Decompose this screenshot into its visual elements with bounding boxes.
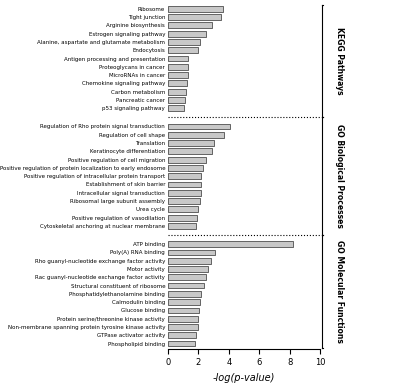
Bar	[168, 89, 186, 95]
Bar	[168, 56, 188, 61]
Bar	[168, 47, 198, 53]
Bar	[168, 258, 210, 264]
Bar	[168, 206, 198, 212]
Bar	[168, 308, 199, 313]
Bar	[168, 291, 202, 297]
Text: GO Biological Processes: GO Biological Processes	[335, 124, 344, 228]
Bar	[168, 97, 185, 103]
Bar	[168, 266, 208, 272]
Bar	[168, 140, 214, 146]
Bar	[168, 190, 201, 196]
Bar	[168, 182, 202, 187]
X-axis label: -log(p-value): -log(p-value)	[213, 373, 275, 383]
Bar	[168, 316, 198, 322]
Bar	[168, 274, 206, 280]
Bar	[168, 241, 293, 247]
Bar	[168, 80, 187, 86]
Bar	[168, 132, 224, 137]
Bar	[168, 165, 203, 171]
Bar	[168, 6, 223, 12]
Bar	[168, 157, 206, 162]
Bar	[168, 249, 215, 255]
Bar	[168, 14, 221, 20]
Bar	[168, 39, 200, 45]
Bar	[168, 299, 200, 305]
Bar	[168, 198, 200, 204]
Bar	[168, 31, 206, 36]
Bar	[168, 72, 188, 78]
Bar	[168, 340, 195, 347]
Bar	[168, 23, 212, 28]
Bar	[168, 173, 202, 179]
Bar	[168, 215, 197, 221]
Bar	[168, 283, 204, 288]
Bar	[168, 64, 188, 70]
Bar	[168, 332, 196, 338]
Text: KEGG Pathways: KEGG Pathways	[335, 27, 344, 95]
Bar	[168, 223, 196, 229]
Text: GO Molecular Functions: GO Molecular Functions	[335, 240, 344, 343]
Bar	[168, 149, 212, 154]
Bar	[168, 124, 230, 129]
Bar	[168, 324, 198, 330]
Bar	[168, 105, 184, 111]
